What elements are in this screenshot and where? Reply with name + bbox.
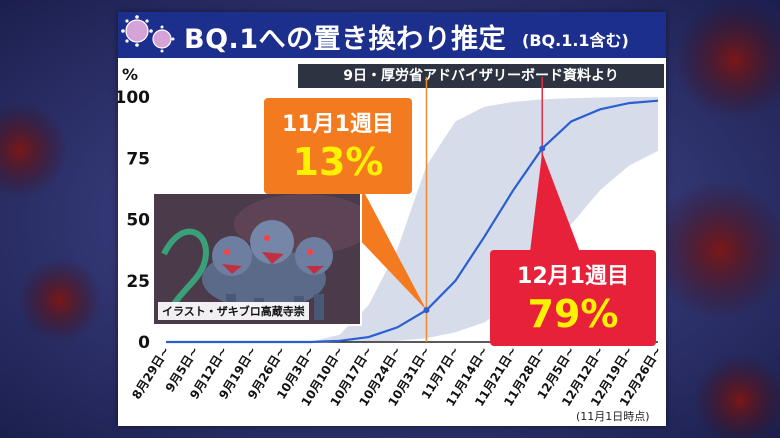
callout-december-label: 12月1週目: [517, 264, 629, 289]
chart-panel: BQ.1への置き換わり推定 (BQ.1.1含む) 9日・厚労省アドバイザリーボー…: [118, 12, 666, 426]
callout-november: 11月1週目 13%: [264, 98, 412, 194]
series-line: [166, 99, 659, 344]
x-tick-label: 8月29日~: [129, 344, 172, 402]
chart-subtitle: (BQ.1.1含む): [522, 31, 629, 50]
y-tick-label: 25: [126, 272, 150, 292]
source-label: 9日・厚労省アドバイザリーボード資料より: [298, 64, 664, 88]
callout-december-value: 79%: [527, 292, 619, 336]
y-tick-label: 75: [126, 149, 150, 169]
callout-november-value: 13%: [292, 140, 384, 184]
marker-point: [423, 307, 430, 314]
callout-december: 12月1週目 79%: [490, 250, 656, 346]
y-tick-label: 50: [126, 211, 150, 231]
chart-title: BQ.1への置き換わり推定: [184, 24, 507, 55]
callout-december-pointer: [530, 152, 580, 252]
virus-icon: [121, 15, 175, 53]
callout-november-label: 11月1週目: [282, 112, 394, 137]
y-tick-label: 0: [138, 333, 150, 353]
title-bar: BQ.1への置き換わり推定 (BQ.1.1含む): [118, 12, 666, 58]
y-axis-label: %: [122, 65, 138, 84]
footnote: (11月1日時点): [576, 410, 650, 423]
illustration-panel: イラスト・ザキブロ高蔵寺崇: [152, 192, 362, 326]
line-chart: 0255075100%8月29日~9月5日~9月12日~9月19日~9月26日~…: [118, 65, 665, 409]
y-tick-label: 100: [118, 88, 150, 108]
marker-point: [539, 145, 546, 152]
illustration-credit: イラスト・ザキブロ高蔵寺崇: [158, 302, 309, 320]
